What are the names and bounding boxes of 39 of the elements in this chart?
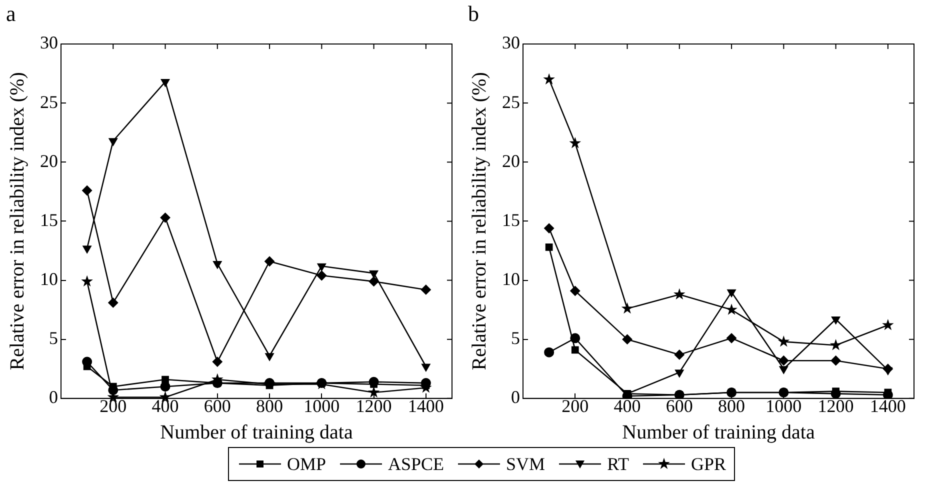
y-tick-label: 10 xyxy=(40,269,58,289)
x-tick-label: 400 xyxy=(152,396,179,416)
y-tick-label: 25 xyxy=(502,92,520,112)
y-tick-label: 20 xyxy=(40,150,58,171)
legend-label: GPR xyxy=(690,454,726,474)
x-axis-title: Number of training data xyxy=(622,421,815,444)
x-tick-label: 1200 xyxy=(818,396,854,416)
x-tick-label: 400 xyxy=(614,396,641,416)
y-tick-label: 5 xyxy=(49,328,58,348)
y-tick-label: 25 xyxy=(40,92,58,112)
x-axis-title: Number of training data xyxy=(160,421,353,444)
x-tick-label: 800 xyxy=(256,396,284,416)
x-tick-label: 600 xyxy=(204,396,231,416)
chart-title: b xyxy=(468,0,479,26)
y-tick-label: 10 xyxy=(502,269,520,289)
y-tick-label: 15 xyxy=(40,210,58,230)
x-tick-label: 200 xyxy=(562,396,589,416)
x-tick-label: 800 xyxy=(718,396,746,416)
y-tick-label: 5 xyxy=(511,328,520,348)
x-tick-label: 1000 xyxy=(304,396,340,416)
y-tick-label: 0 xyxy=(511,387,520,408)
y-tick-label: 20 xyxy=(502,150,520,171)
x-tick-label: 1400 xyxy=(408,396,444,416)
x-tick-label: 1200 xyxy=(356,396,392,416)
y-tick-label: 0 xyxy=(49,387,58,408)
y-tick-label: 30 xyxy=(502,32,520,53)
legend-label: RT xyxy=(607,454,629,474)
y-tick-label: 15 xyxy=(502,210,520,230)
y-axis-title: Relative error in reliability index (%) xyxy=(6,72,28,370)
x-tick-label: 1400 xyxy=(870,396,906,416)
x-tick-label: 1000 xyxy=(766,396,802,416)
x-tick-label: 200 xyxy=(100,396,127,416)
x-tick-label: 600 xyxy=(666,396,693,416)
y-tick-label: 30 xyxy=(40,32,58,53)
legend-label: ASPCE xyxy=(388,454,444,474)
legend-label: OMP xyxy=(287,454,326,474)
chart-title: a xyxy=(6,0,16,26)
y-axis-title: Relative error in reliability index (%) xyxy=(468,72,490,370)
legend-label: SVM xyxy=(506,454,546,474)
